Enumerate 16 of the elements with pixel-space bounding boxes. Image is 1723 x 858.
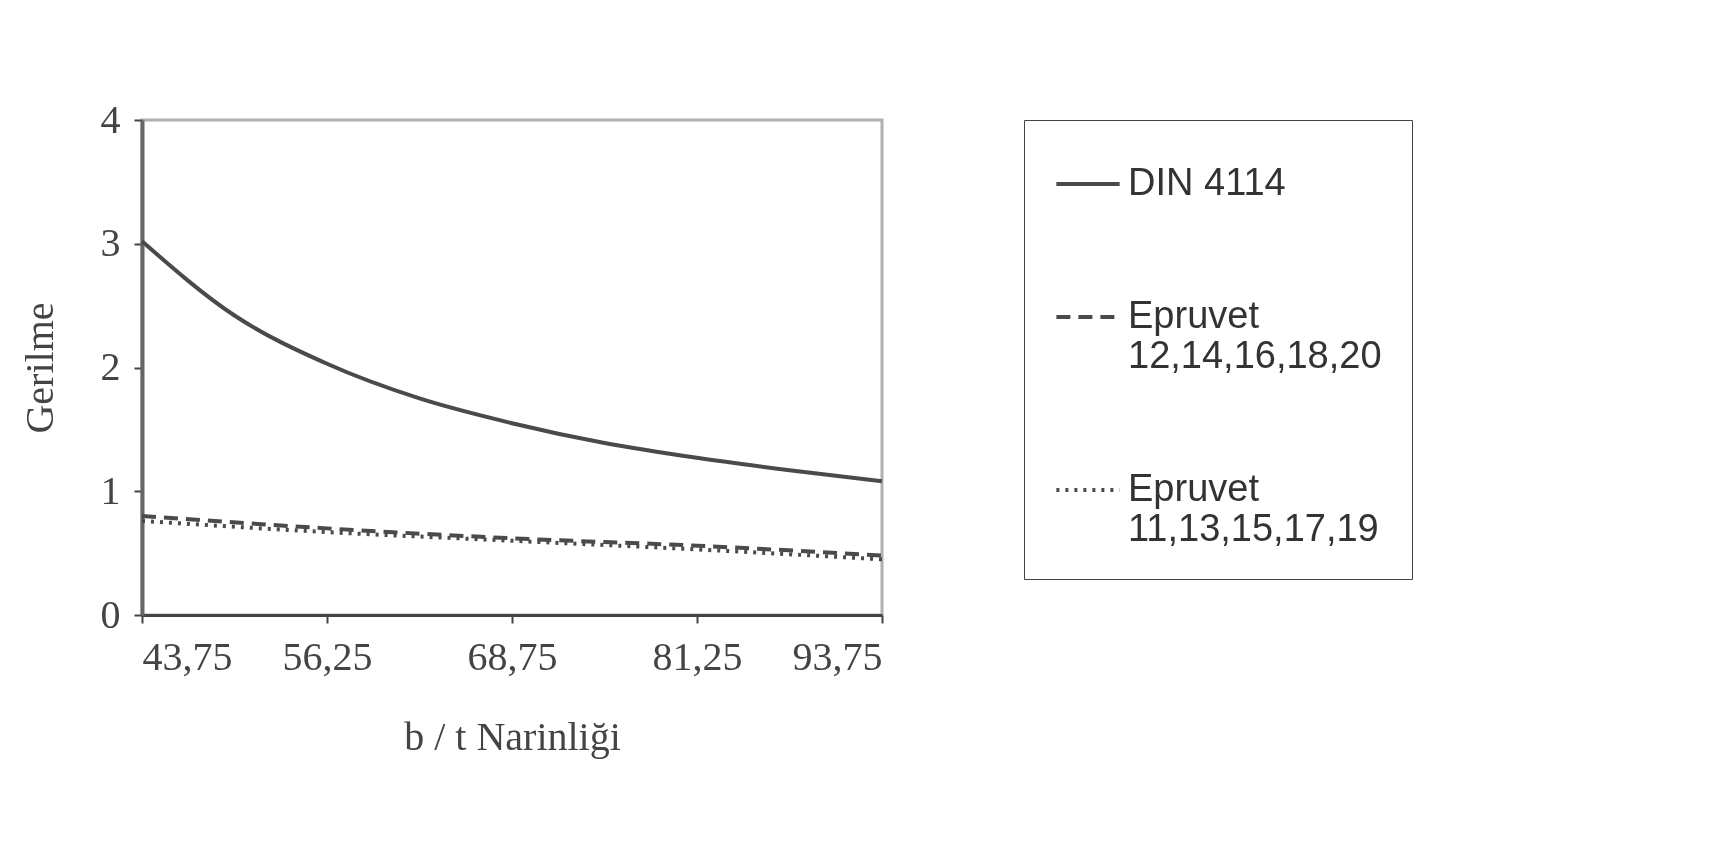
x-tick-label: 43,75 — [142, 633, 233, 679]
legend-label: Epruvet 12,14,16,18,20 — [1128, 294, 1382, 376]
x-tick-label: 68,75 — [467, 633, 558, 679]
x-tick-label: 81,25 — [652, 633, 743, 679]
x-tick-label: 56,25 — [282, 633, 373, 679]
legend-label: DIN 4114 — [1128, 161, 1286, 203]
y-axis-title: Gerilme — [16, 302, 62, 434]
legend-label: Epruvet 11,13,15,17,19 — [1128, 467, 1379, 549]
y-tick-label: 0 — [100, 591, 121, 637]
x-axis-title: b / t Narinliği — [404, 713, 621, 759]
y-tick-label: 2 — [100, 344, 121, 389]
y-tick-label: 4 — [100, 96, 121, 142]
y-tick-label: 1 — [100, 467, 121, 513]
line-series — [140, 239, 884, 484]
y-tick-label: 3 — [100, 220, 121, 266]
x-tick-label: 93,75 — [792, 633, 883, 679]
